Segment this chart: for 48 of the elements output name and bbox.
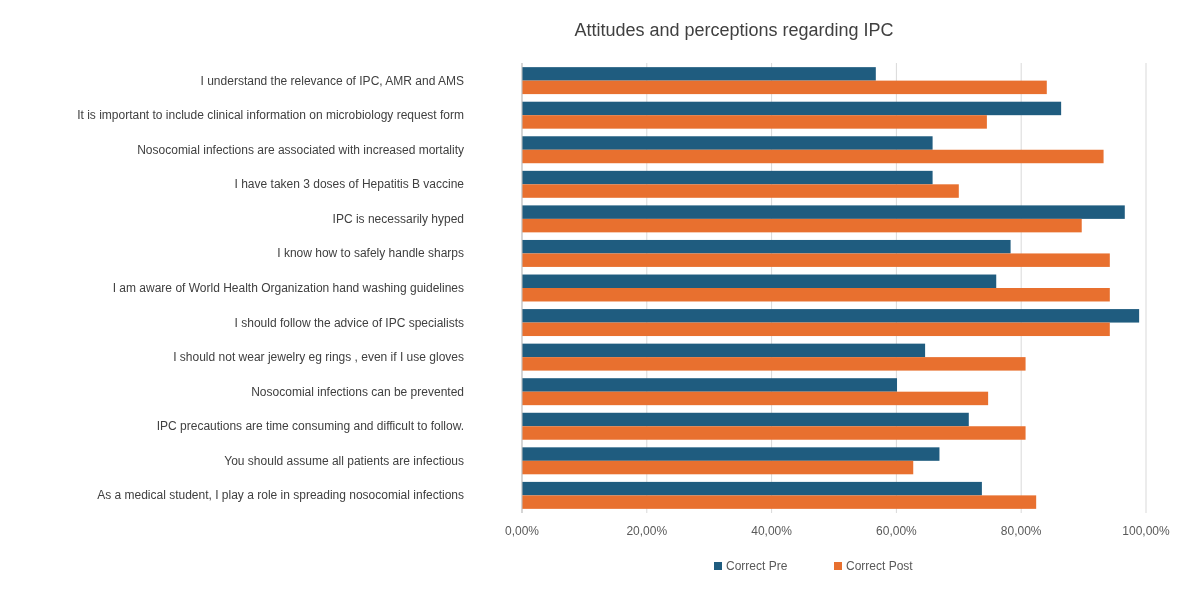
- bar: [522, 288, 1110, 302]
- y-tick-label: I know how to safely handle sharps: [277, 246, 464, 261]
- y-tick-label: I have taken 3 doses of Hepatitis B vaccine: [234, 177, 465, 192]
- bar: [522, 378, 898, 392]
- bar: [522, 239, 1011, 254]
- x-tick-label: 60,00%: [876, 524, 918, 538]
- bar: [522, 343, 926, 358]
- x-tick-label: 100,00%: [1122, 524, 1171, 538]
- x-tick-label: 20,00%: [626, 524, 668, 538]
- bar: [522, 136, 933, 150]
- y-tick-label: Nosocomial infections can be prevented: [251, 384, 464, 399]
- bar: [522, 184, 959, 198]
- x-tick-label: 40,00%: [751, 524, 793, 538]
- y-tick-label: I should not wear jewelry eg rings , even if I use gloves: [173, 350, 464, 365]
- bar: [522, 322, 1110, 337]
- y-tick-label: I should follow the advice of IPC specialists: [234, 315, 464, 330]
- y-tick-label: Nosocomial infections are associated with increased mortality: [137, 142, 464, 157]
- legend-label: Correct Pre: [726, 559, 788, 573]
- bar: [522, 205, 1125, 219]
- bar: [522, 115, 987, 129]
- bar: [522, 481, 982, 496]
- y-tick-label: I understand the relevance of IPC, AMR and AMS: [200, 73, 464, 88]
- y-tick-label: I am aware of World Health Organization hand washing guidelines: [112, 281, 464, 295]
- bar: [522, 170, 933, 185]
- bar: [522, 412, 969, 427]
- bar: [522, 391, 989, 406]
- x-tick-label: 80,00%: [1000, 524, 1042, 538]
- legend-label: Correct Post: [846, 559, 914, 573]
- bar: [522, 357, 1026, 371]
- bar: [522, 80, 1047, 95]
- bar: [522, 274, 997, 288]
- y-tick-label: As a medical student, I play a role in spreading nosocomial infections: [97, 488, 464, 503]
- bar: [522, 67, 876, 81]
- bar: [522, 101, 1062, 116]
- bar: [522, 253, 1110, 267]
- bar: [522, 426, 1026, 440]
- bar: [522, 218, 1082, 233]
- y-tick-label: IPC precautions are time consuming and difficult to follow.: [156, 419, 464, 434]
- chart-title: Attitudes and perceptions regarding IPC: [574, 20, 894, 40]
- y-tick-label: You should assume all patients are infectious: [224, 453, 464, 468]
- y-tick-label: It is important to include clinical information on microbiology request form: [77, 108, 464, 123]
- bar: [522, 495, 1037, 509]
- bar: [522, 460, 914, 475]
- bar: [522, 447, 940, 461]
- bar: [522, 309, 1140, 323]
- y-tick-label: IPC is necessarily hyped: [332, 211, 464, 226]
- x-tick-label: 0,00%: [504, 524, 540, 538]
- bar: [522, 149, 1104, 164]
